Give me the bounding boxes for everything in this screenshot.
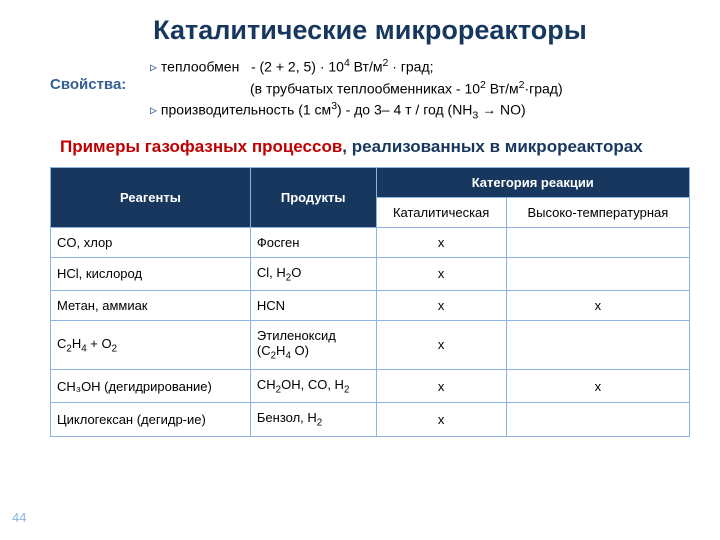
prop-line-1: ▹ теплообмен - (2 + 2, 5) · 104 Вт/м2 · … <box>150 56 563 78</box>
bullet-icon: ▹ <box>150 59 157 75</box>
col-catalytic: Каталитическая <box>376 197 506 227</box>
prop-line-3: ▹ производительность (1 см3) - до 3– 4 т… <box>150 99 563 124</box>
table-row: C2H4 + O2 Этиленоксид(C2H4 O) x <box>51 321 690 370</box>
table-row: HCl, кислород Cl, H2O x <box>51 257 690 291</box>
col-reagents: Реагенты <box>51 167 251 227</box>
col-products: Продукты <box>250 167 376 227</box>
table-row: CH₃OH (дегидрирование) CH2OH, CO, H2 x x <box>51 369 690 403</box>
bullet-icon: ▹ <box>150 102 157 118</box>
table-row: CO, хлор Фосген x <box>51 227 690 257</box>
properties-content: ▹ теплообмен - (2 + 2, 5) · 104 Вт/м2 · … <box>150 56 563 125</box>
col-hightemp: Высоко-температурная <box>506 197 689 227</box>
properties-label: Свойства: <box>50 56 150 93</box>
page-number: 44 <box>12 510 26 525</box>
table-row: Циклогексан (дегидр-ие) Бензол, H2 x <box>51 403 690 437</box>
reactions-table: Реагенты Продукты Категория реакции Ката… <box>50 167 690 437</box>
subtitle: Примеры газофазных процессов, реализован… <box>60 137 690 157</box>
table-row: Метан, аммиак HCN x x <box>51 291 690 321</box>
slide-title: Каталитические микрореакторы <box>50 15 690 46</box>
col-category: Категория реакции <box>376 167 689 197</box>
prop-line-2: (в трубчатых теплообменниках - 102 Вт/м2… <box>150 78 563 100</box>
properties-block: Свойства: ▹ теплообмен - (2 + 2, 5) · 10… <box>50 56 690 125</box>
